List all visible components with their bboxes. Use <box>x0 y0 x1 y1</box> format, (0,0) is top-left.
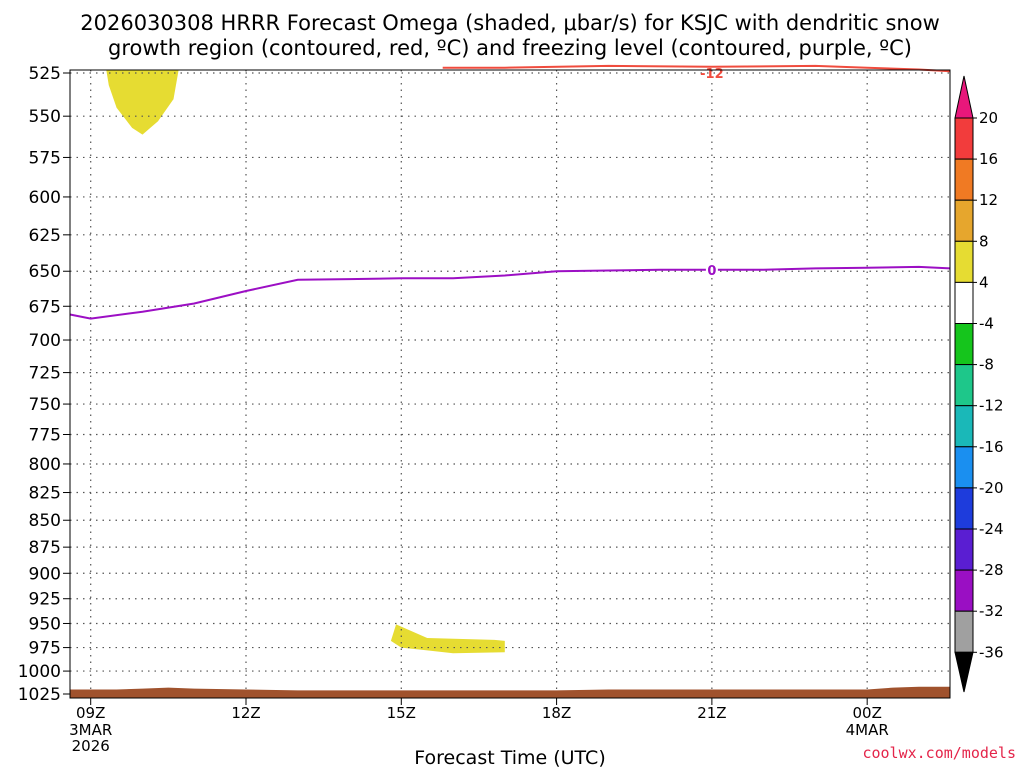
x-tick-date-2026: 2026 <box>72 737 110 755</box>
colorbar-segment-8 <box>954 405 974 448</box>
x-tick-label-18Z: 18Z <box>542 704 571 722</box>
omega-colorbar: 20 16 12 8 4 -4 -8 -12 -16 -20 -24 -28 -32 -36 <box>954 75 1004 693</box>
y-tick-label-550: 550 <box>29 107 61 127</box>
colorbar-segment-10 <box>954 487 974 530</box>
gridlines <box>70 70 950 698</box>
x-tick-label-09Z: 09Z <box>76 704 105 722</box>
x-tick-label-12Z: 12Z <box>231 704 260 722</box>
colorbar-label-7: -8 <box>979 356 994 374</box>
y-tick-label-800: 800 <box>29 455 61 475</box>
freezing-level-label: 0 <box>707 264 716 279</box>
y-tick-label-625: 625 <box>29 226 61 246</box>
x-tick-label-15Z: 15Z <box>387 704 416 722</box>
chart-title-line1: 2026030308 HRRR Forecast Omega (shaded, … <box>80 11 940 35</box>
y-tick-label-700: 700 <box>29 331 61 351</box>
y-tick-label-850: 850 <box>29 511 61 531</box>
colorbar-label-4: 8 <box>979 232 989 250</box>
x-axis-label: Forecast Time (UTC) <box>414 747 605 768</box>
y-tick-label-950: 950 <box>29 614 61 634</box>
ground-surface <box>70 686 950 698</box>
y-tick-label-900: 900 <box>29 564 61 584</box>
pressure-axis: 525 550 575 600 625 650 675 700 725 750 775 800 825 8… <box>18 64 70 705</box>
x-tick-date-3MAR: 3MAR <box>69 721 112 739</box>
colorbar-label-11: -24 <box>979 520 1004 538</box>
x-tick-label-00Z: 00Z <box>852 704 881 722</box>
colorbar-segment-2 <box>954 158 974 201</box>
dgz-contour-label: -12 <box>700 67 724 82</box>
dgz-contour-line <box>442 64 951 73</box>
colorbar-segment-13 <box>954 610 974 653</box>
y-tick-label-1000: 1000 <box>18 662 61 682</box>
x-tick-label-21Z: 21Z <box>697 704 726 722</box>
colorbar-segment-5 <box>954 281 974 324</box>
colorbar-segment-6 <box>954 323 974 366</box>
colorbar-label-8: -12 <box>979 397 1004 415</box>
colorbar-label-9: -16 <box>979 438 1004 456</box>
y-tick-label-750: 750 <box>29 395 61 415</box>
colorbar-bottom-arrow <box>954 651 974 693</box>
colorbar-label-6: -4 <box>979 315 994 333</box>
y-tick-label-650: 650 <box>29 262 61 282</box>
colorbar-label-14: -36 <box>979 643 1004 661</box>
colorbar-label-5: 4 <box>979 273 989 291</box>
colorbar-label-10: -20 <box>979 479 1004 497</box>
y-tick-label-775: 775 <box>29 425 61 445</box>
colorbar-label-3: 12 <box>979 191 998 209</box>
colorbar-label-12: -28 <box>979 561 1004 579</box>
colorbar-segment-3 <box>954 199 974 242</box>
colorbar-label-1: 20 <box>979 109 998 127</box>
colorbar-segment-1 <box>954 117 974 160</box>
colorbar-segment-11 <box>954 528 974 571</box>
ground-fill <box>70 686 950 698</box>
colorbar-top-arrow <box>954 75 974 119</box>
y-tick-label-875: 875 <box>29 538 61 558</box>
colorbar-segment-4 <box>954 240 974 283</box>
colorbar-segment-9 <box>954 446 974 489</box>
y-tick-label-1025: 1025 <box>18 685 61 705</box>
y-tick-label-675: 675 <box>29 297 61 317</box>
y-tick-label-725: 725 <box>29 364 61 384</box>
chart-title-line2: growth region (contoured, red, ºC) and f… <box>108 36 912 60</box>
plot-frame <box>69 69 951 699</box>
credit-link[interactable]: coolwx.com/models <box>862 744 1016 762</box>
colorbar-label-2: 16 <box>979 150 998 168</box>
contour-lines: -12 0 <box>69 64 951 320</box>
y-tick-label-575: 575 <box>29 148 61 168</box>
x-tick-date-4MAR: 4MAR <box>846 721 889 739</box>
freezing-level-label-bg <box>705 261 718 278</box>
omega-area-1 <box>106 69 179 135</box>
freezing-level-line <box>69 265 951 320</box>
y-tick-label-825: 825 <box>29 484 61 504</box>
colorbar-segment-7 <box>954 364 974 407</box>
y-tick-label-975: 975 <box>29 639 61 659</box>
omega-area-2 <box>390 624 505 654</box>
omega-shading <box>106 69 505 654</box>
y-tick-label-925: 925 <box>29 590 61 610</box>
colorbar-segment-12 <box>954 569 974 612</box>
colorbar-label-13: -32 <box>979 602 1004 620</box>
y-tick-label-525: 525 <box>29 64 61 84</box>
y-tick-label-600: 600 <box>29 188 61 208</box>
